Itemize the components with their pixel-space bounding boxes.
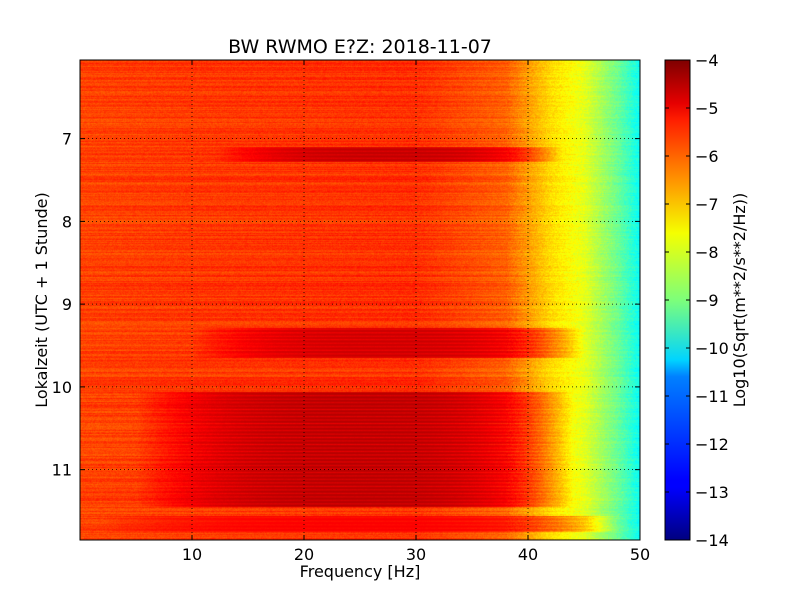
y-tick-label: 11	[52, 461, 72, 480]
y-tick-label: 8	[62, 212, 72, 231]
colorbar-tick-label: −12	[695, 435, 729, 454]
spectrogram-heatmap	[80, 60, 640, 540]
x-axis-label: Frequency [Hz]	[300, 562, 421, 581]
colorbar-tick-label: −14	[695, 531, 729, 550]
colorbar: −4 −5 −6 −7 −8 −9 −10 −11 −12 −13 −14 Log10(Sqrt(m…	[664, 51, 749, 550]
colorbar-tick-label: −11	[695, 387, 729, 406]
y-tick-label: 10	[52, 378, 72, 397]
grid-lines	[80, 60, 640, 540]
y-tick-label: 7	[62, 130, 72, 149]
colorbar-ticks: −4 −5 −6 −7 −8 −9 −10 −11 −12 −13 −14	[665, 51, 729, 550]
x-tick-label: 50	[630, 545, 650, 564]
x-tick-label: 30	[406, 545, 426, 564]
spectrogram-plot-area	[80, 60, 640, 540]
colorbar-tick-label: −9	[695, 291, 719, 310]
y-axis: 7 8 9 10 11	[52, 130, 640, 480]
colorbar-tick-label: −8	[695, 243, 719, 262]
colorbar-gradient	[664, 59, 691, 541]
chart-title: BW RWMO E?Z: 2018-11-07	[228, 36, 492, 58]
x-tick-label: 10	[182, 545, 202, 564]
colorbar-tick-label: −13	[695, 483, 729, 502]
x-tick-label: 20	[294, 545, 314, 564]
y-axis-label: Lokalzeit (UTC + 1 Stunde)	[32, 192, 51, 407]
x-axis: 10 20 30 40 50	[182, 60, 650, 564]
colorbar-label: Log10(Sqrt(m**2/s**2/Hz))	[730, 193, 749, 408]
colorbar-tick-label: −6	[695, 147, 719, 166]
colorbar-tick-label: −4	[695, 51, 719, 70]
colorbar-tick-label: −5	[695, 99, 719, 118]
colorbar-tick-label: −7	[695, 195, 719, 214]
y-tick-label: 9	[62, 295, 72, 314]
plot-frame	[79, 59, 641, 541]
x-tick-label: 40	[518, 545, 538, 564]
colorbar-tick-label: −10	[695, 339, 729, 358]
